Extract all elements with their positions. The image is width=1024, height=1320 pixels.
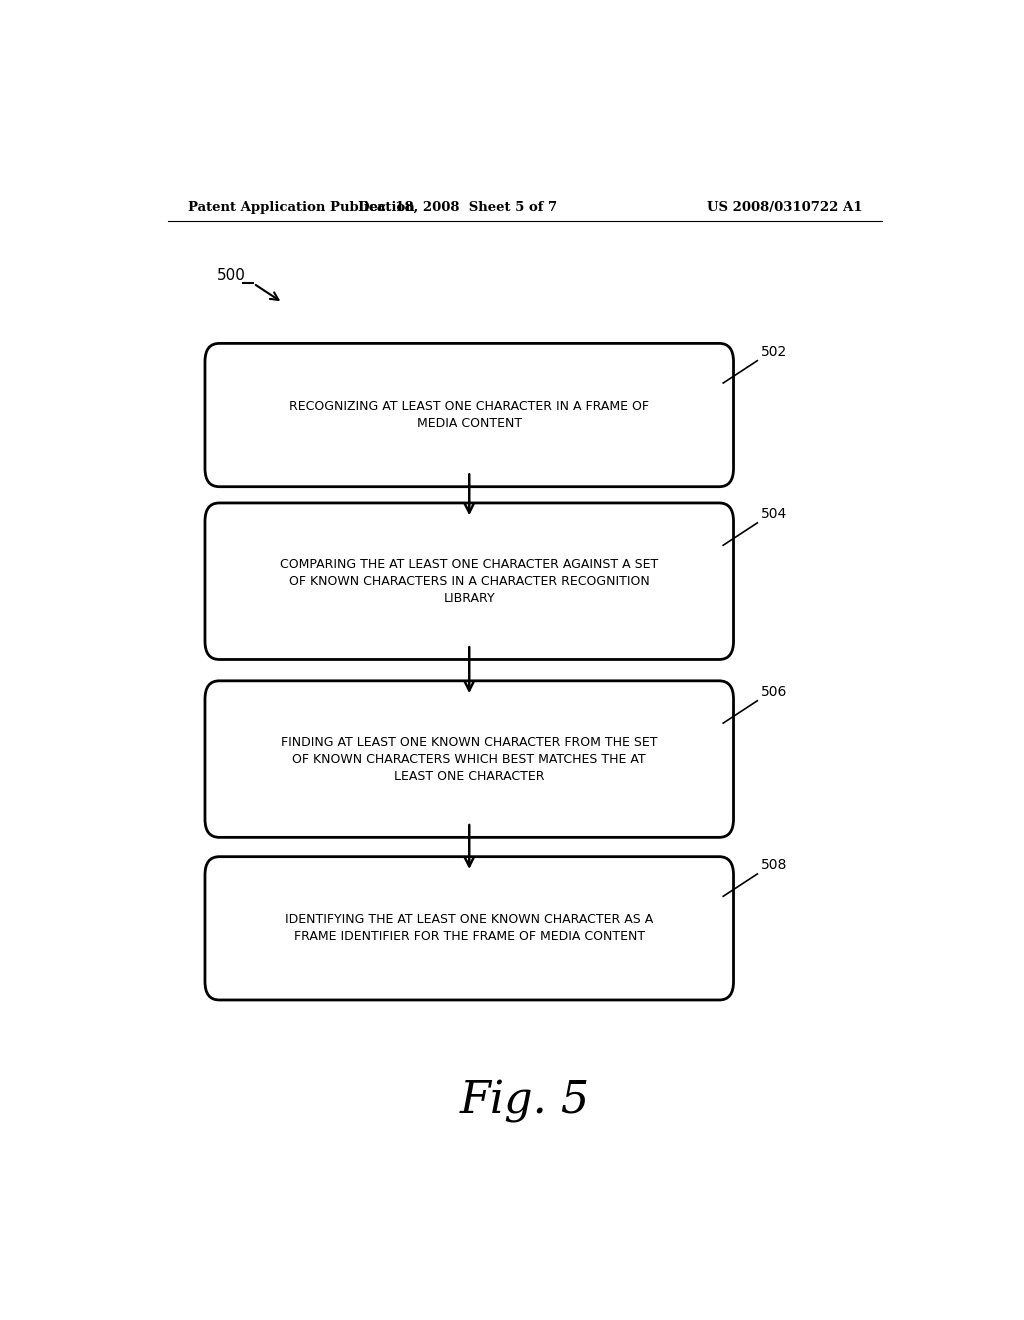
Text: Fig. 5: Fig. 5 [460, 1080, 590, 1123]
Text: COMPARING THE AT LEAST ONE CHARACTER AGAINST A SET
OF KNOWN CHARACTERS IN A CHAR: COMPARING THE AT LEAST ONE CHARACTER AGA… [281, 558, 658, 605]
FancyBboxPatch shape [205, 343, 733, 487]
Text: 500: 500 [217, 268, 246, 282]
Text: Patent Application Publication: Patent Application Publication [187, 201, 415, 214]
Text: US 2008/0310722 A1: US 2008/0310722 A1 [707, 201, 862, 214]
Text: 502: 502 [761, 345, 787, 359]
Text: Dec. 18, 2008  Sheet 5 of 7: Dec. 18, 2008 Sheet 5 of 7 [357, 201, 557, 214]
Text: RECOGNIZING AT LEAST ONE CHARACTER IN A FRAME OF
MEDIA CONTENT: RECOGNIZING AT LEAST ONE CHARACTER IN A … [289, 400, 649, 430]
FancyBboxPatch shape [205, 681, 733, 837]
FancyBboxPatch shape [205, 503, 733, 660]
Text: 506: 506 [761, 685, 787, 698]
Text: FINDING AT LEAST ONE KNOWN CHARACTER FROM THE SET
OF KNOWN CHARACTERS WHICH BEST: FINDING AT LEAST ONE KNOWN CHARACTER FRO… [281, 735, 657, 783]
Text: 508: 508 [761, 858, 787, 873]
Text: 504: 504 [761, 507, 787, 521]
Text: IDENTIFYING THE AT LEAST ONE KNOWN CHARACTER AS A
FRAME IDENTIFIER FOR THE FRAME: IDENTIFYING THE AT LEAST ONE KNOWN CHARA… [285, 913, 653, 944]
FancyBboxPatch shape [205, 857, 733, 1001]
